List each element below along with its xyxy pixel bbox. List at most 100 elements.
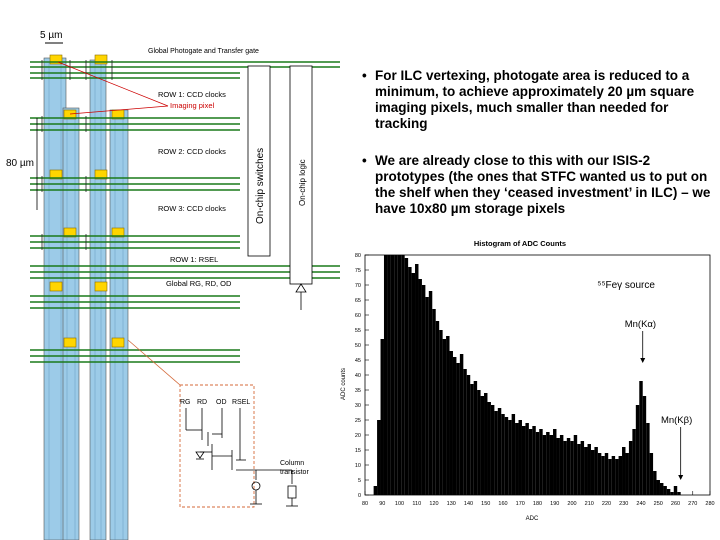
y-axis-ticks: 0 5 10 15 20 25 30 35 40 45 50 55 60 65 70 75 80 [355,253,369,499]
histogram-bar [573,435,578,495]
x-tick-label: 120 [429,501,438,507]
column-transistor-label-line1: Column [280,460,304,467]
histogram-bar [387,255,391,495]
histogram-bar [542,435,547,495]
x-tick-label: 270 [688,501,697,507]
histogram-bar [549,435,554,495]
histogram-bar [446,336,450,495]
histogram-bar [666,489,671,495]
y-tick-label: 45 [355,358,361,364]
histogram-bar [490,405,495,495]
bullet-dot: • [362,68,367,83]
histogram-bar [642,396,647,495]
bullet-photogate: • For ILC vertexing, photogate area is r… [362,68,712,132]
histogram-bar [383,255,388,495]
histogram-bar [408,267,412,495]
histogram-bar [508,420,512,495]
x-tick-label: 200 [567,501,576,507]
histogram-bar [484,393,488,495]
histogram-bar [673,486,678,495]
histogram-bar [611,456,616,495]
histogram-bar [435,321,440,495]
histogram-bar [635,405,640,495]
y-tick-label: 80 [355,253,361,259]
scale-80um-label: 80 µm [6,158,34,169]
y-tick-label: 70 [355,283,361,289]
onchip-switches-box [247,65,271,257]
histogram-bar [590,450,595,495]
x-tick-label: 150 [481,501,490,507]
row2-ccd-label: ROW 2: CCD clocks [158,147,226,156]
column-transistor-label: Column transistor [280,460,309,476]
x-tick-label: 220 [602,501,611,507]
storage-column [109,109,129,540]
logic-arrow-head [295,283,307,293]
x-tick-label: 280 [705,501,714,507]
row3-ccd-label: ROW 3: CCD clocks [158,204,226,213]
histogram-bar [677,492,681,495]
y-tick-label: 25 [355,418,361,424]
global-rg-label: Global RG, RD, OD [166,279,232,288]
mn-ka-annotation: Mn(Kα) [625,319,656,330]
histogram-bar [511,414,516,495]
histogram-bar [425,297,429,495]
histogram-bar [497,408,502,495]
histogram-bar [525,423,529,495]
histogram-bar [546,432,550,495]
histogram-bar [670,492,674,495]
histogram-bar [380,339,384,495]
histogram-bar [373,486,378,495]
storage-column [62,107,80,540]
histogram-bar [432,309,436,495]
histogram-bar [646,423,650,495]
bullet-isis2: • We are already close to this with our … [362,153,712,235]
gate-lines [30,61,340,363]
histogram-bar [521,426,526,495]
histogram-bar [618,456,623,495]
histogram-bar [663,486,667,495]
x-tick-label: 90 [379,501,385,507]
imaging-pixel [111,227,125,238]
histogram-bar [439,330,443,495]
onchip-switches-label: On-chip switches [255,148,266,224]
imaging-pixel [94,281,108,292]
histogram-bar [397,255,402,495]
y-tick-label: 0 [358,493,361,499]
y-tick-label: 35 [355,388,361,394]
x-tick-label: 250 [654,501,663,507]
histogram-bar [404,258,409,495]
mn-kb-annotation: Mn(Kβ) [661,415,692,426]
scale-5um-label: 5 µm [40,30,62,41]
histogram-bar [449,351,453,495]
histogram-bar [653,471,657,495]
histogram-bar [601,456,605,495]
histogram-bar [377,420,381,495]
pixel-diagram: 5 µm Global Photogate and Transfer gate [6,30,340,540]
rsel-label: RSEL [232,399,250,406]
histogram-bar [394,255,398,495]
imaging-pixel [94,169,108,180]
histogram-bar [487,402,491,495]
bullet-text: For ILC vertexing, photogate area is red… [375,68,695,131]
y-tick-label: 30 [355,403,361,409]
histogram-bar [566,438,571,495]
histogram-bar [421,285,426,495]
histogram-bar [597,453,602,495]
histogram-bar [477,390,481,495]
histogram-bar [418,279,422,495]
x-tick-label: 210 [585,501,594,507]
rg-label: RG [180,399,191,406]
histogram-bar [452,357,457,495]
column-transistor-label-line2: transistor [280,469,309,476]
x-tick-label: 190 [550,501,559,507]
histogram-bar [518,420,522,495]
x-tick-label: 230 [619,501,628,507]
histogram-bar [559,435,564,495]
mn-kb-arrow-head [678,475,684,480]
histogram-bar [539,429,543,495]
histogram-bar [501,414,505,495]
y-tick-label: 5 [358,478,361,484]
y-tick-label: 20 [355,433,361,439]
global-photogate-label: Global Photogate and Transfer gate [148,48,259,55]
